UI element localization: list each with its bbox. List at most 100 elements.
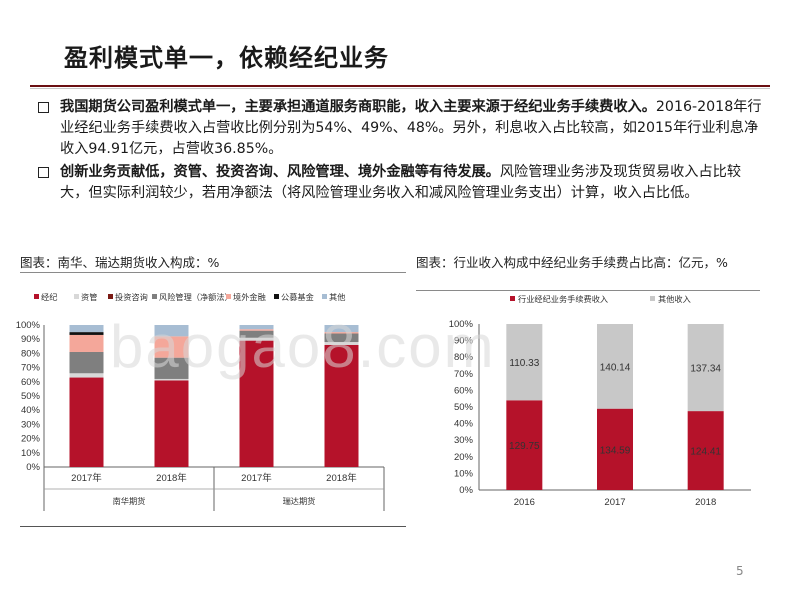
bar-segment [154, 357, 189, 379]
legend-label: 行业经纪业务手续费收入 [518, 294, 608, 304]
data-label: 140.14 [600, 362, 631, 373]
bullet-bold-text: 创新业务贡献低，资管、投资咨询、风险管理、境外金融等有待发展。 [60, 164, 500, 180]
x-tick-label: 2017年 [71, 472, 102, 484]
bar-segment [324, 332, 359, 334]
x-tick-label: 2018 [695, 497, 716, 508]
group-label: 南华期货 [113, 496, 146, 506]
y-tick-label: 40% [21, 405, 41, 416]
bar-segment [506, 324, 543, 401]
bullet-list: 我国期货公司盈利模式单一，主要承担通道服务商职能，收入主要来源于经纪业务手续费收… [36, 97, 764, 206]
y-tick-label: 60% [21, 377, 41, 388]
y-tick-label: 10% [454, 468, 474, 479]
legend-swatch [322, 294, 327, 299]
data-label: 129.75 [509, 441, 540, 452]
bar-segment [324, 344, 359, 467]
bullet-square-icon [38, 167, 49, 178]
y-tick-label: 20% [21, 434, 41, 445]
bar-segment [154, 378, 189, 381]
y-tick-label: 70% [21, 363, 41, 374]
legend-swatch [274, 294, 279, 299]
legend-swatch [650, 296, 655, 301]
bar-segment [154, 380, 189, 467]
y-tick-label: 0% [459, 485, 473, 496]
x-tick-label: 2017 [604, 497, 625, 508]
x-tick-label: 2017年 [241, 472, 272, 484]
y-tick-label: 50% [21, 391, 41, 402]
bar-segment [687, 324, 724, 412]
bar-segment [324, 325, 359, 333]
bullet-text: 2016-2018年行业经纪业务手续费收入占营收比例分别为54%、49%、48%… [60, 99, 762, 157]
legend-label: 公募基金 [281, 292, 314, 302]
title-underline [30, 85, 770, 87]
legend-swatch [34, 294, 39, 299]
x-tick-label: 2018年 [156, 472, 187, 484]
slide-title: 盈利模式单一，依赖经纪业务 [64, 44, 389, 72]
footer-rule [20, 526, 406, 527]
legend-swatch [108, 294, 113, 299]
bar-segment [239, 337, 274, 341]
bar-segment [69, 351, 104, 374]
y-tick-label: 10% [21, 448, 41, 459]
legend-label: 其他收入 [658, 294, 691, 304]
bullet-item: 创新业务贡献低，资管、投资咨询、风险管理、境外金融等有待发展。风险管理业务涉及现… [36, 162, 764, 204]
group-label: 瑞达期货 [283, 496, 316, 506]
page-number: 5 [736, 564, 744, 578]
bar-segment [597, 408, 633, 490]
bar-segment [597, 324, 633, 409]
legend-label: 资管 [81, 292, 97, 302]
legend-swatch [152, 294, 157, 299]
data-label: 134.59 [600, 445, 631, 456]
y-tick-label: 0% [26, 462, 40, 473]
bar-segment [506, 400, 543, 490]
legend-label: 其他 [329, 292, 345, 302]
left-chart-caption: 图表：南华、瑞达期货收入构成：% [20, 255, 220, 270]
y-tick-label: 100% [16, 320, 41, 331]
bar-segment [69, 334, 104, 352]
bar-segment [239, 330, 274, 338]
y-tick-label: 30% [454, 435, 474, 446]
x-tick-label: 2018年 [326, 472, 357, 484]
bar-segment [69, 373, 104, 378]
legend-label: 投资咨询 [115, 292, 148, 302]
data-label: 124.41 [690, 447, 721, 458]
right-caption-rule [416, 290, 760, 291]
y-tick-label: 60% [454, 385, 474, 396]
bar-segment [154, 336, 189, 358]
legend-swatch [510, 296, 515, 301]
bar-segment [324, 333, 359, 343]
bar-segment [69, 332, 104, 335]
y-tick-label: 20% [454, 452, 474, 463]
y-tick-label: 50% [454, 402, 474, 413]
bar-segment [69, 325, 104, 333]
x-tick-label: 2016 [514, 497, 535, 508]
bullet-bold-text: 我国期货公司盈利模式单一，主要承担通道服务商职能，收入主要来源于经纪业务手续费收… [60, 99, 656, 115]
y-tick-label: 80% [21, 348, 41, 359]
legend-swatch [74, 294, 79, 299]
left-caption-rule [20, 272, 406, 273]
y-tick-label: 70% [454, 369, 474, 380]
bar-segment [69, 377, 104, 467]
bar-segment [324, 342, 359, 345]
bar-segment [687, 411, 724, 490]
y-tick-label: 90% [454, 336, 474, 347]
legend-swatch [226, 294, 231, 299]
data-label: 137.34 [690, 364, 721, 375]
bar-segment [239, 325, 274, 330]
y-tick-label: 90% [21, 334, 41, 345]
bullet-square-icon [38, 102, 49, 113]
y-tick-label: 100% [449, 319, 474, 330]
legend-label: 经纪 [41, 292, 57, 302]
title-underline-thin [30, 88, 770, 89]
bar-segment [239, 329, 274, 331]
y-tick-label: 30% [21, 419, 41, 430]
bullet-item: 我国期货公司盈利模式单一，主要承担通道服务商职能，收入主要来源于经纪业务手续费收… [36, 97, 764, 160]
bar-segment [154, 325, 189, 337]
legend-label: 境外金融 [233, 292, 266, 302]
data-label: 110.33 [509, 358, 539, 369]
legend-label: 风险管理（净额法） [159, 292, 233, 302]
y-tick-label: 40% [454, 419, 474, 430]
bar-segment [239, 340, 274, 467]
bullet-text: 风险管理业务涉及现货贸易收入占比较大，但实际利润较少，若用净额法（将风险管理业务… [60, 164, 742, 201]
